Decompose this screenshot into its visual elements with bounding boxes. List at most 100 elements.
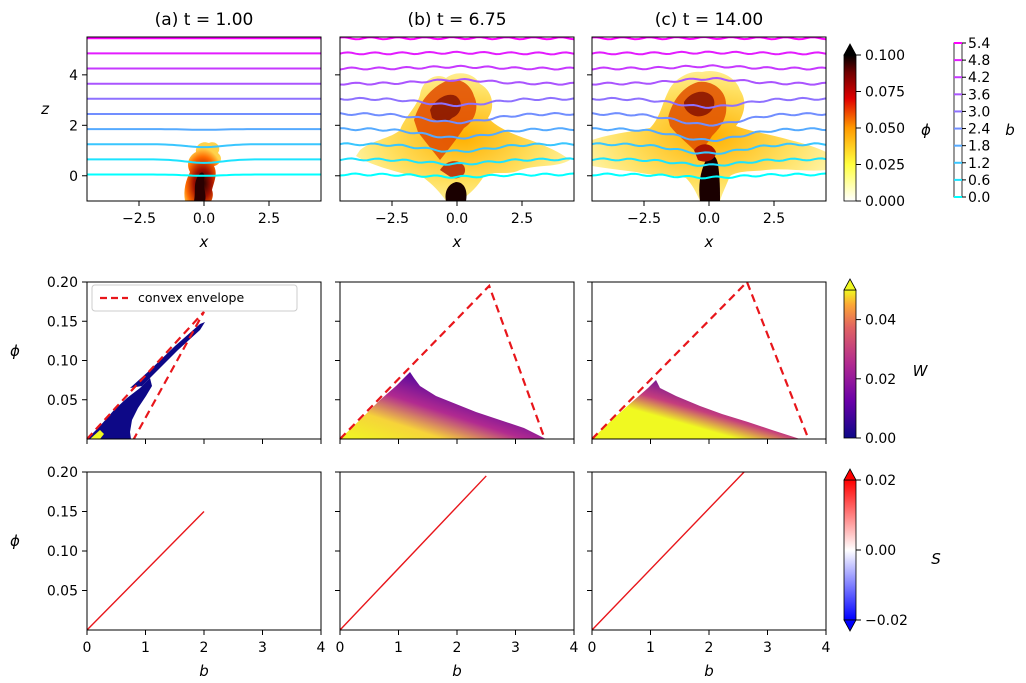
contour-b-1.8: [87, 128, 321, 131]
plume-field-b: [356, 73, 570, 201]
y-tick-label-r2: 0.05: [47, 393, 78, 409]
axes-frame-r3-1: [339, 471, 575, 631]
w-field-c: [592, 380, 800, 439]
convex-envelope-0: [86, 311, 205, 440]
x-tick-label-r1: −2.5: [122, 211, 156, 227]
panel-title-b: (b) t = 6.75: [407, 10, 506, 30]
panel-title-c: (c) t = 14.00: [655, 10, 763, 30]
colorbar-w-label: W: [913, 362, 929, 380]
contour-b-4.2: [592, 64, 826, 71]
convex-envelope-1: [339, 283, 546, 440]
x-tick-label-r3: 0: [336, 640, 345, 656]
x-axis-label-r3: b: [704, 662, 714, 680]
colorbar-phi-extend: [843, 43, 857, 56]
colorbar-s: [843, 479, 857, 621]
legend-label: convex envelope: [138, 290, 244, 305]
x-tick-label-r3: 3: [763, 640, 772, 656]
y-tick-label-r3: 0.15: [47, 505, 78, 521]
x-tick-label-r3: 4: [822, 640, 831, 656]
contour-b-3.6: [592, 76, 826, 86]
y-tick-label-r1: 4: [69, 68, 78, 84]
y-tick-label-r2: 0.20: [47, 275, 78, 291]
colorbar-phi-label: ϕ: [921, 121, 931, 139]
legend-box: [91, 284, 298, 312]
x-tick-label-r1: 0.0: [193, 211, 215, 227]
contour-set-1: [340, 37, 574, 179]
x-tick-label-r1: 2.5: [258, 211, 280, 227]
y-tick-label-r2: 0.10: [47, 354, 78, 370]
colorbar-s-tick-label: −0.02: [865, 613, 908, 629]
w-field-b: [340, 372, 546, 439]
x-tick-label-r1: −2.5: [627, 211, 661, 227]
y-tick-label-r1: 0: [69, 169, 78, 185]
colorbar-w-extend: [843, 278, 857, 291]
y-tick-label-r3: 0.05: [47, 584, 78, 600]
colorbar-w-tick-label: 0.02: [865, 372, 896, 388]
contour-b-3: [340, 96, 574, 108]
x-tick-label-r3: 1: [141, 640, 150, 656]
x-tick-label-r3: 2: [453, 640, 462, 656]
colorbar-b-tick-label: 1.2: [968, 156, 990, 172]
y-axis-label-r3: ϕ: [10, 532, 20, 550]
colorbar-w-tick-label: 0.04: [865, 313, 896, 329]
colorbar-b-tick-label: 4.2: [968, 70, 990, 86]
contour-b-1.2: [340, 142, 574, 153]
contour-b-0.6: [592, 157, 826, 167]
contour-b-0: [87, 173, 321, 177]
contour-b-1.2: [592, 142, 826, 155]
y-axis-label-r2: ϕ: [10, 342, 20, 360]
y-tick-label-r3: 0.20: [47, 465, 78, 481]
x-axis-label-r3: b: [199, 662, 209, 680]
x-tick-label-r3: 0: [83, 640, 92, 656]
contour-b-4.8: [340, 50, 574, 56]
contour-b-1.8: [340, 127, 574, 140]
s-line-2: [591, 471, 745, 631]
x-tick-label-r1: −2.5: [375, 211, 409, 227]
w-field-a: [87, 378, 152, 439]
panel-title-a: (a) t = 1.00: [155, 10, 254, 30]
colorbar-b: 0.00.61.21.82.4 3.03.64.24.85.4: [953, 36, 990, 206]
s-line-0: [86, 511, 205, 631]
contour-b-0: [340, 172, 574, 179]
contour-b-4.8: [592, 50, 826, 56]
colorbar-b-box: [953, 42, 963, 198]
colorbar-b-tick-label: 4.8: [968, 53, 990, 69]
plume-field-a: [184, 142, 221, 201]
x-axis-label-r1: x: [704, 233, 714, 251]
x-tick-label-r1: 0.0: [698, 211, 720, 227]
colorbar-b-tick-label: 1.8: [968, 139, 990, 155]
colorbar-s-extend-top: [843, 468, 857, 481]
plume-field-c: [592, 70, 826, 201]
contour-b-3.6: [340, 77, 574, 86]
legend: convex envelope: [91, 284, 298, 312]
colorbar-b-tick-label: 3.0: [968, 104, 990, 120]
colorbar-phi-tick-label: 0.050: [865, 121, 905, 137]
w-field-a-highlight: [90, 430, 104, 439]
colorbar-b-tick-label: 0.0: [968, 190, 990, 206]
y-axis-label-r1: z: [40, 100, 50, 118]
axes-frame-r3-0: [86, 471, 322, 631]
x-tick-label-r3: 3: [511, 640, 520, 656]
colorbar-b-tick-label: 3.6: [968, 87, 990, 103]
x-tick-label-r1: 0.0: [446, 211, 468, 227]
colorbar-phi-tick-label: 0.025: [865, 158, 905, 174]
contour-b-2.4: [592, 112, 826, 127]
x-axis-label-r1: x: [452, 233, 462, 251]
contour-b-2.4: [340, 111, 574, 125]
contour-b-0: [592, 172, 826, 180]
colorbar-w-tick-label: 0.00: [865, 431, 896, 447]
x-tick-label-r3: 4: [317, 640, 326, 656]
contour-set-0: [87, 37, 321, 177]
x-tick-label-r3: 2: [705, 640, 714, 656]
x-tick-label-r3: 2: [200, 640, 209, 656]
contour-b-0.6: [340, 157, 574, 166]
y-tick-label-r3: 0.10: [47, 544, 78, 560]
colorbar-b-label: b: [1005, 121, 1015, 139]
colorbar-b-tick-label: 0.6: [968, 173, 990, 189]
y-tick-label-r2: 0.15: [47, 314, 78, 330]
x-tick-label-r1: 2.5: [511, 211, 533, 227]
contour-b-1.8: [592, 127, 826, 143]
x-axis-label-r1: x: [199, 233, 209, 251]
colorbar-phi-tick-label: 0.000: [865, 194, 905, 210]
